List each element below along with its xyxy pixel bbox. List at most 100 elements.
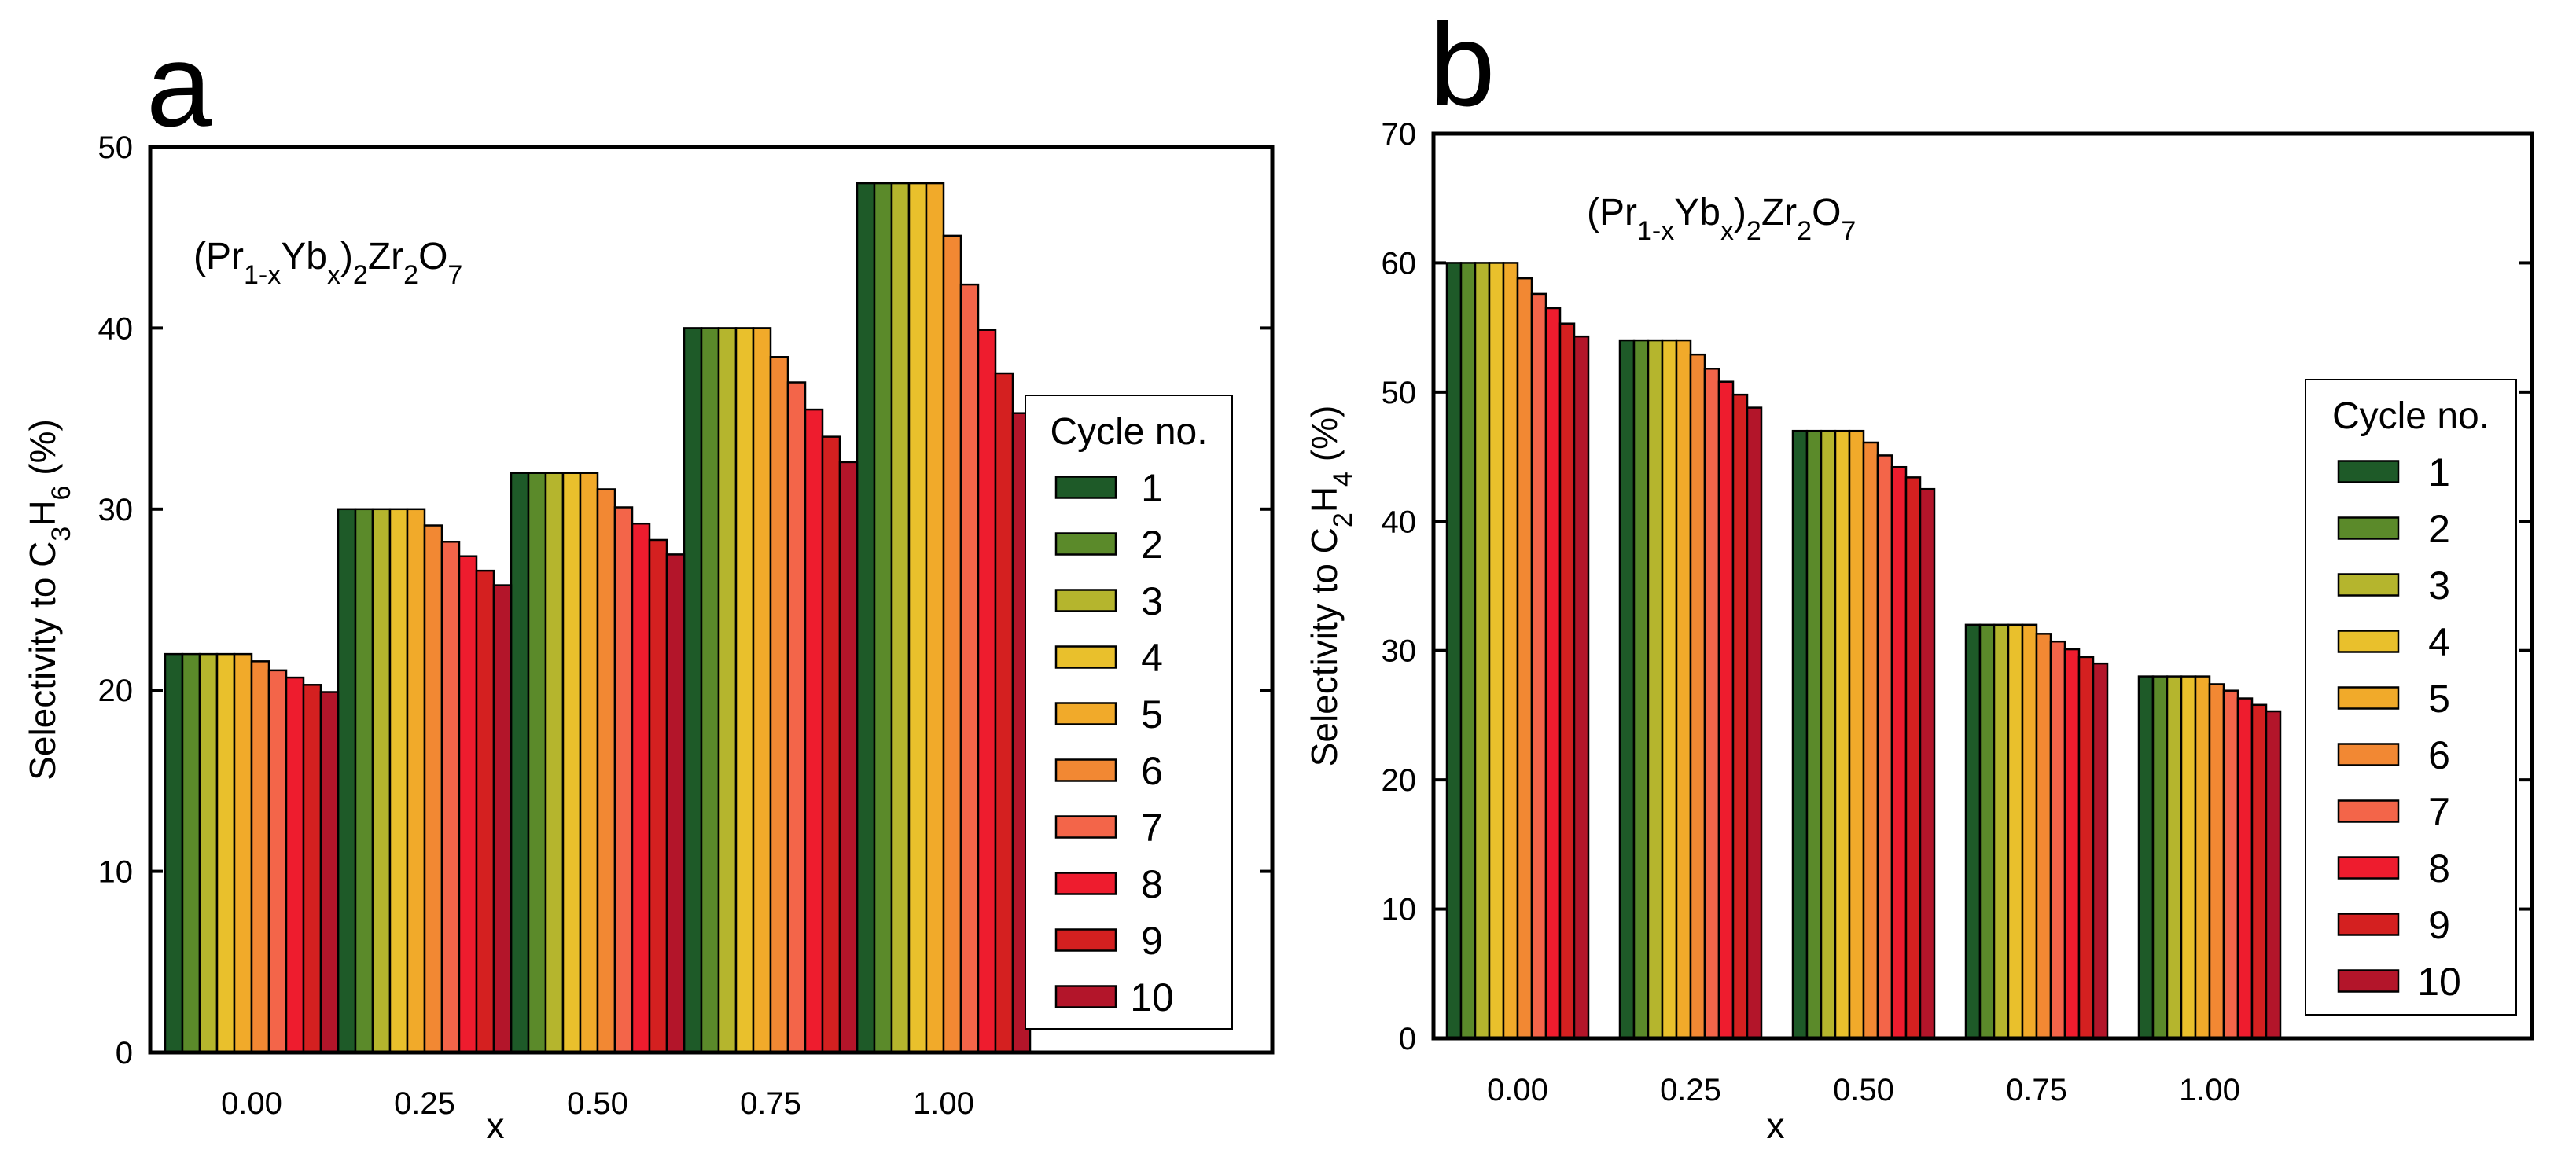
legend-swatch-5 xyxy=(1054,702,1117,725)
bar-cycle-9-x-0.25 xyxy=(475,569,495,1054)
bar-cycle-8-x-0.50 xyxy=(1890,465,1908,1040)
bars xyxy=(164,182,1032,1054)
bar-cycle-2-x-0.25 xyxy=(1632,339,1650,1040)
bar-cycle-2-x-0.75 xyxy=(1978,623,1996,1040)
x-tick-label: 0.75 xyxy=(2006,1073,2067,1107)
bar-cycle-9-x-0.50 xyxy=(1904,476,1922,1040)
legend-label-6: 6 xyxy=(2428,733,2450,777)
bar-cycle-6-x-0.75 xyxy=(2035,633,2052,1040)
bar-cycle-7-x-1.00 xyxy=(2222,689,2239,1040)
legend-swatch-4 xyxy=(1054,645,1117,669)
y-tick-label: 20 xyxy=(1382,763,1417,798)
bar-cycle-1-x-1.00 xyxy=(2137,675,2155,1040)
legend-label-5: 5 xyxy=(1141,692,1163,736)
bar-cycle-6-x-0.50 xyxy=(1862,441,1879,1040)
bar-cycle-5-x-0.25 xyxy=(406,508,426,1054)
x-tick-label: 0.00 xyxy=(221,1086,282,1121)
bar-cycle-4-x-0.50 xyxy=(1834,429,1851,1040)
x-axis-title: x xyxy=(487,1105,505,1146)
y-tick-label: 0 xyxy=(116,1036,133,1071)
y-axis: 0 10 20 30 40 50 60 70 xyxy=(1382,117,2532,1056)
bar-cycle-3-x-0.50 xyxy=(1820,429,1837,1040)
x-tick-label: 1.00 xyxy=(2179,1073,2240,1107)
bar-cycle-8-x-0.25 xyxy=(1717,380,1735,1040)
legend-label-8: 8 xyxy=(2428,847,2450,891)
bar-cycle-6-x-0.50 xyxy=(596,488,616,1054)
bar-cycle-8-x-0.00 xyxy=(285,676,305,1054)
bar-cycle-7-x-1.00 xyxy=(959,283,980,1054)
bar-cycle-2-x-1.00 xyxy=(2151,675,2169,1040)
x-axis-title: x xyxy=(1767,1105,1785,1146)
legend-label-6: 6 xyxy=(1141,749,1163,793)
bar-cycle-6-x-1.00 xyxy=(942,234,962,1054)
bar-cycle-10-x-0.00 xyxy=(1573,335,1590,1040)
x-tick-label: 0.25 xyxy=(1660,1073,1721,1107)
legend-swatch-3 xyxy=(1054,589,1117,612)
y-tick-label: 60 xyxy=(1382,246,1417,281)
legend-swatch-7 xyxy=(2337,799,2400,823)
bar-cycle-6-x-0.75 xyxy=(769,356,789,1054)
bar-cycle-9-x-0.50 xyxy=(648,538,668,1054)
bar-cycle-2-x-0.50 xyxy=(1805,429,1823,1040)
bar-cycle-9-x-0.25 xyxy=(1731,393,1749,1040)
bar-cycle-10-x-0.25 xyxy=(1746,406,1763,1040)
bar-cycle-9-x-1.00 xyxy=(2250,703,2268,1040)
legend-swatch-10 xyxy=(2337,969,2400,993)
bar-cycle-7-x-0.50 xyxy=(613,506,634,1054)
legend-label-3: 3 xyxy=(1141,579,1163,623)
bar-cycle-4-x-0.50 xyxy=(561,472,582,1054)
y-tick-label: 40 xyxy=(1382,505,1417,539)
x-tick-label: 0.50 xyxy=(1833,1073,1894,1107)
legend-label-2: 2 xyxy=(1141,523,1163,567)
legend-swatch-2 xyxy=(1054,532,1117,556)
bar-cycle-4-x-0.25 xyxy=(388,508,409,1054)
bar-cycle-7-x-0.00 xyxy=(267,669,288,1054)
bar-cycle-9-x-0.00 xyxy=(1558,322,1576,1040)
x-tick-label: 0.00 xyxy=(1487,1073,1548,1107)
legend-box xyxy=(2305,379,2517,1016)
legend-swatch-2 xyxy=(2337,516,2400,540)
legend-label-7: 7 xyxy=(1141,806,1163,850)
bar-cycle-10-x-1.00 xyxy=(2265,710,2282,1040)
bar-cycle-3-x-1.00 xyxy=(2166,675,2183,1040)
y-tick-label: 70 xyxy=(1382,117,1417,152)
bars xyxy=(1445,262,2282,1040)
bar-cycle-3-x-0.00 xyxy=(198,652,219,1054)
bar-cycle-8-x-0.25 xyxy=(458,555,478,1054)
legend-swatch-6 xyxy=(1054,758,1117,782)
plot-frame xyxy=(1431,131,2534,1041)
bar-cycle-7-x-0.25 xyxy=(440,541,461,1054)
bar-cycle-1-x-1.00 xyxy=(856,182,876,1054)
bar-cycle-3-x-0.25 xyxy=(371,508,392,1054)
legend-swatch-10 xyxy=(1054,985,1117,1008)
legend-label-1: 1 xyxy=(1141,466,1163,510)
bar-cycle-8-x-1.00 xyxy=(977,329,997,1054)
bar-cycle-3-x-0.25 xyxy=(1647,339,1664,1040)
legend-label-10: 10 xyxy=(2417,960,2461,1004)
bar-cycle-1-x-0.00 xyxy=(164,652,184,1054)
legend-swatch-8 xyxy=(1054,872,1117,895)
bar-cycle-8-x-0.50 xyxy=(631,522,651,1054)
bar-cycle-5-x-0.50 xyxy=(1848,429,1865,1040)
bar-cycle-6-x-0.00 xyxy=(1516,277,1533,1040)
bar-cycle-1-x-0.75 xyxy=(1964,623,1982,1040)
legend-label-7: 7 xyxy=(2428,790,2450,834)
legend-swatch-1 xyxy=(2337,460,2400,483)
y-tick-label: 0 xyxy=(1399,1022,1416,1056)
bar-cycle-6-x-1.00 xyxy=(2208,683,2225,1040)
bar-cycle-2-x-0.75 xyxy=(700,327,720,1054)
x-tick-label: 1.00 xyxy=(913,1086,974,1121)
legend-label-4: 4 xyxy=(2428,620,2450,664)
x-axis: 0.00 0.25 0.50 0.75 1.00 xyxy=(1487,1073,2240,1107)
panel-a: a 0 10 20 30 40 50 0.00 0.25 0.50 0.75 1.00 x Selecti… xyxy=(22,19,1275,1146)
bar-cycle-5-x-0.25 xyxy=(1675,339,1692,1040)
bar-cycle-7-x-0.00 xyxy=(1530,292,1547,1040)
legend-swatch-1 xyxy=(1054,476,1117,499)
legend-swatch-7 xyxy=(1054,815,1117,839)
bar-cycle-8-x-0.75 xyxy=(804,408,824,1054)
x-tick-label: 0.75 xyxy=(740,1086,801,1121)
bar-cycle-4-x-0.75 xyxy=(734,327,755,1054)
legend-title: Cycle no. xyxy=(2332,395,2490,437)
legend-swatch-9 xyxy=(2337,913,2400,936)
bar-cycle-3-x-0.75 xyxy=(717,327,738,1054)
